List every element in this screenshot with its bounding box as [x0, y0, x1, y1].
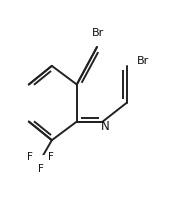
Text: N: N — [101, 120, 110, 133]
Text: Br: Br — [92, 28, 104, 38]
Text: F: F — [48, 152, 54, 162]
FancyBboxPatch shape — [100, 123, 111, 131]
Text: Br: Br — [137, 56, 149, 66]
Text: F: F — [27, 152, 33, 162]
Text: F: F — [38, 164, 44, 174]
FancyBboxPatch shape — [35, 155, 46, 163]
